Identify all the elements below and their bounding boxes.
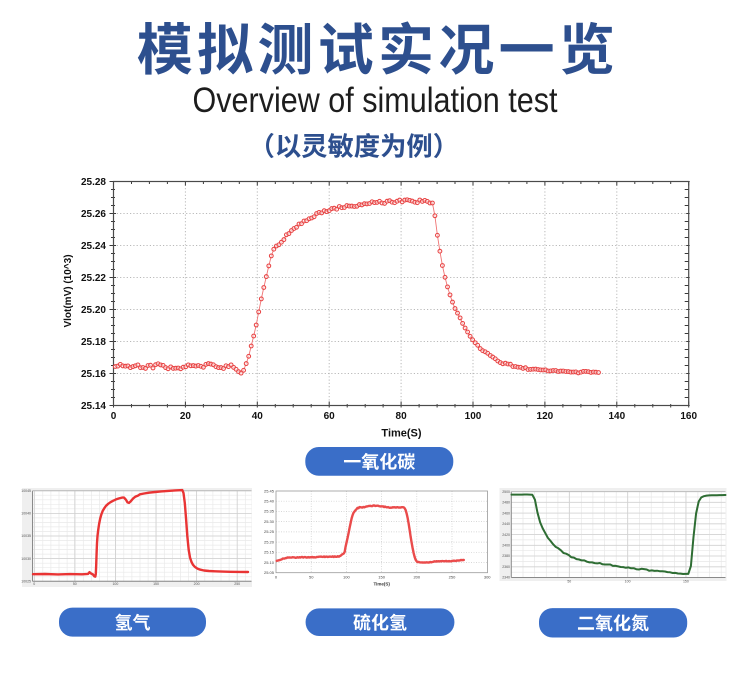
svg-text:25.28: 25.28 [81, 177, 106, 188]
svg-text:2500: 2500 [502, 490, 510, 494]
svg-text:2420: 2420 [502, 533, 510, 537]
svg-text:140: 140 [608, 411, 625, 422]
svg-text:25.40: 25.40 [264, 499, 275, 504]
svg-text:25.22: 25.22 [81, 273, 106, 284]
svg-text:25.24: 25.24 [81, 241, 106, 252]
svg-text:10035: 10035 [21, 534, 31, 538]
svg-text:150: 150 [683, 580, 689, 584]
svg-text:150: 150 [153, 582, 159, 586]
svg-text:250: 250 [449, 575, 456, 580]
svg-text:25.15: 25.15 [264, 550, 275, 555]
svg-text:Overview of simulation test: Overview of simulation test [193, 81, 558, 120]
svg-text:25.10: 25.10 [264, 560, 275, 565]
svg-text:150: 150 [378, 575, 385, 580]
svg-text:25.05: 25.05 [264, 570, 275, 575]
svg-text:0: 0 [33, 582, 35, 586]
svg-text:100: 100 [112, 582, 118, 586]
svg-text:300: 300 [484, 575, 491, 580]
svg-text:120: 120 [537, 411, 554, 422]
svg-text:2360: 2360 [502, 565, 510, 569]
svg-text:20: 20 [180, 411, 192, 422]
svg-text:40: 40 [252, 411, 264, 422]
svg-text:25.30: 25.30 [264, 519, 275, 524]
svg-text:80: 80 [396, 411, 408, 422]
svg-text:10040: 10040 [21, 512, 31, 516]
svg-text:2460: 2460 [502, 511, 510, 515]
svg-text:10030: 10030 [21, 557, 31, 561]
svg-text:Vlot(mV) (10^3): Vlot(mV) (10^3) [63, 254, 74, 327]
svg-text:2440: 2440 [502, 522, 510, 526]
svg-text:160: 160 [680, 411, 697, 422]
svg-text:25.25: 25.25 [264, 529, 275, 534]
svg-text:50: 50 [309, 575, 314, 580]
svg-text:50: 50 [567, 580, 571, 584]
svg-text:60: 60 [324, 411, 336, 422]
svg-text:200: 200 [194, 582, 200, 586]
svg-text:Time(S): Time(S) [373, 582, 390, 587]
svg-text:25.45: 25.45 [264, 488, 275, 493]
svg-text:2480: 2480 [502, 501, 510, 505]
svg-text:Time(S): Time(S) [381, 428, 421, 440]
svg-text:250: 250 [234, 582, 240, 586]
svg-text:2340: 2340 [502, 576, 510, 580]
svg-text:100: 100 [625, 580, 631, 584]
svg-text:25.20: 25.20 [81, 305, 106, 316]
svg-text:25.18: 25.18 [81, 337, 106, 348]
svg-text:100: 100 [343, 575, 350, 580]
svg-text:0: 0 [111, 411, 117, 422]
svg-text:0: 0 [275, 575, 278, 580]
svg-text:2400: 2400 [502, 544, 510, 548]
svg-text:25.20: 25.20 [264, 539, 275, 544]
svg-text:2380: 2380 [502, 554, 510, 558]
svg-text:100: 100 [465, 411, 482, 422]
svg-text:25.16: 25.16 [81, 369, 106, 380]
svg-text:200: 200 [413, 575, 420, 580]
svg-text:25.26: 25.26 [81, 209, 106, 220]
svg-text:50: 50 [73, 582, 77, 586]
svg-text:25.35: 25.35 [264, 509, 275, 514]
svg-text:25.14: 25.14 [81, 401, 106, 412]
svg-text:10045: 10045 [21, 489, 31, 493]
svg-text:10025: 10025 [21, 580, 31, 584]
